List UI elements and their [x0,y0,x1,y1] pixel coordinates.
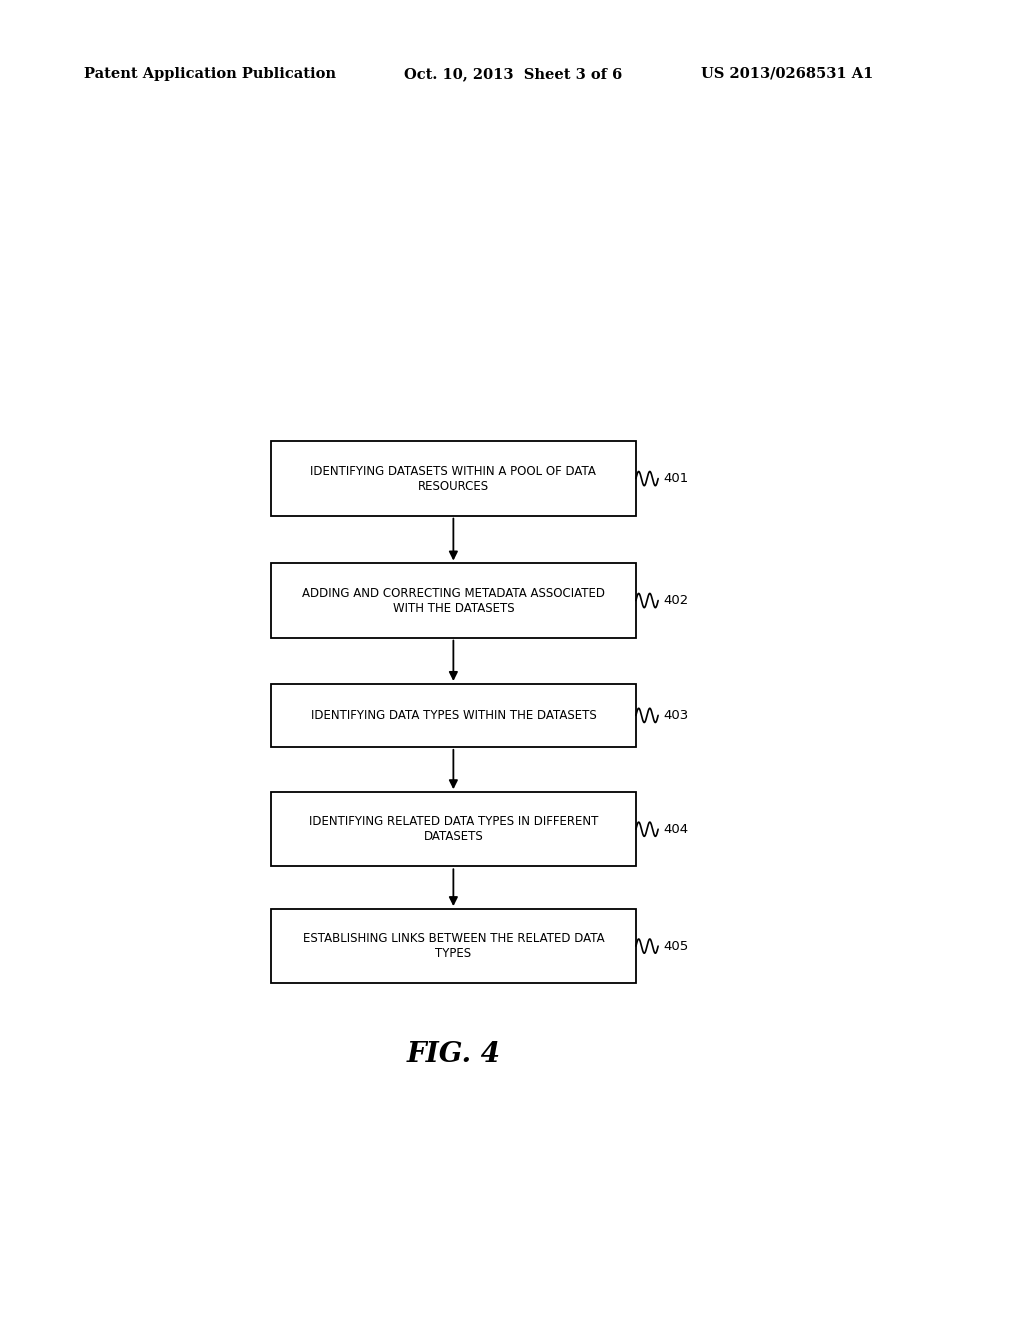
Text: US 2013/0268531 A1: US 2013/0268531 A1 [701,67,873,81]
Bar [270,792,636,866]
Text: Patent Application Publication: Patent Application Publication [84,67,336,81]
Bar [270,564,636,638]
Text: 402: 402 [663,594,688,607]
Text: FIG. 4: FIG. 4 [407,1041,501,1068]
Text: ESTABLISHING LINKS BETWEEN THE RELATED DATA
TYPES: ESTABLISHING LINKS BETWEEN THE RELATED D… [302,932,604,960]
Bar [270,909,636,983]
Text: IDENTIFYING DATASETS WITHIN A POOL OF DATA
RESOURCES: IDENTIFYING DATASETS WITHIN A POOL OF DA… [310,465,596,492]
Text: IDENTIFYING DATA TYPES WITHIN THE DATASETS: IDENTIFYING DATA TYPES WITHIN THE DATASE… [310,709,596,722]
Text: IDENTIFYING RELATED DATA TYPES IN DIFFERENT
DATASETS: IDENTIFYING RELATED DATA TYPES IN DIFFER… [308,816,598,843]
Bar [270,441,636,516]
Text: 404: 404 [663,822,688,836]
Text: 401: 401 [663,473,688,484]
Text: 403: 403 [663,709,688,722]
Text: ADDING AND CORRECTING METADATA ASSOCIATED
WITH THE DATASETS: ADDING AND CORRECTING METADATA ASSOCIATE… [302,586,605,615]
Text: Oct. 10, 2013  Sheet 3 of 6: Oct. 10, 2013 Sheet 3 of 6 [404,67,623,81]
Text: 405: 405 [663,940,688,953]
Bar [270,684,636,747]
